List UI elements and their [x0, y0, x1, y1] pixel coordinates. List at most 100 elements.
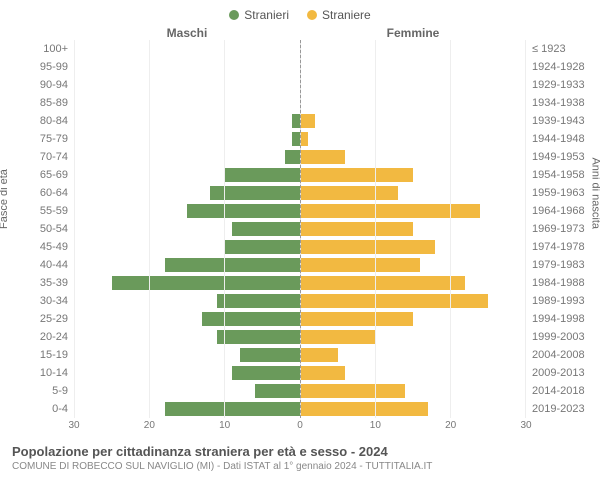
center-divider	[300, 40, 301, 418]
age-band-label: 90-94	[10, 76, 68, 94]
female-bar	[301, 240, 436, 254]
legend: Stranieri Straniere	[10, 8, 590, 22]
male-bar	[255, 384, 300, 398]
birth-year-label: 1969-1973	[532, 220, 590, 238]
chart-title: Popolazione per cittadinanza straniera p…	[12, 444, 588, 459]
male-bar	[240, 348, 300, 362]
x-tick: 10	[219, 420, 230, 431]
male-bar	[232, 366, 299, 380]
female-bar	[301, 150, 346, 164]
birth-year-label: 1944-1948	[532, 130, 590, 148]
female-bar	[301, 348, 338, 362]
header-female: Femmine	[300, 26, 526, 40]
female-bar	[301, 222, 413, 236]
birth-year-label: 2004-2008	[532, 346, 590, 364]
birth-year-label: 1924-1928	[532, 58, 590, 76]
female-bar	[301, 312, 413, 326]
birth-year-label: 1999-2003	[532, 328, 590, 346]
x-tick: 10	[370, 420, 381, 431]
chart-subtitle: COMUNE DI ROBECCO SUL NAVIGLIO (MI) - Da…	[12, 461, 588, 472]
female-half	[300, 40, 527, 418]
age-band-label: 40-44	[10, 256, 68, 274]
birth-year-label: ≤ 1923	[532, 40, 590, 58]
y-axis-label-left: Fasce di età	[0, 169, 10, 229]
male-bar	[165, 402, 300, 416]
female-bar	[301, 366, 346, 380]
age-band-label: 60-64	[10, 184, 68, 202]
male-bar	[225, 240, 300, 254]
birth-year-label: 1964-1968	[532, 202, 590, 220]
age-band-label: 30-34	[10, 292, 68, 310]
birth-year-label: 1934-1938	[532, 94, 590, 112]
male-bar	[285, 150, 300, 164]
age-band-label: 50-54	[10, 220, 68, 238]
y-axis-label-right: Anni di nascita	[590, 157, 600, 229]
female-bar	[301, 294, 488, 308]
age-band-label: 75-79	[10, 130, 68, 148]
plot	[74, 40, 526, 418]
age-band-label: 65-69	[10, 166, 68, 184]
x-axis-right: 102030	[300, 420, 526, 434]
age-band-label: 55-59	[10, 202, 68, 220]
birth-year-label: 1979-1983	[532, 256, 590, 274]
x-tick: 30	[520, 420, 531, 431]
male-bar	[217, 294, 299, 308]
male-bar	[292, 132, 299, 146]
male-bar	[165, 258, 300, 272]
birth-year-label: 1929-1933	[532, 76, 590, 94]
age-band-label: 80-84	[10, 112, 68, 130]
birth-year-label: 2009-2013	[532, 364, 590, 382]
legend-label-male: Stranieri	[244, 8, 289, 22]
age-band-label: 85-89	[10, 94, 68, 112]
age-band-label: 35-39	[10, 274, 68, 292]
male-bar	[217, 330, 299, 344]
female-bar	[301, 330, 376, 344]
birth-year-label: 1989-1993	[532, 292, 590, 310]
male-bar	[202, 312, 299, 326]
male-half	[74, 40, 300, 418]
male-bar	[187, 204, 299, 218]
female-bar	[301, 204, 481, 218]
male-bar	[225, 168, 300, 182]
legend-swatch-female	[307, 10, 317, 20]
female-bar	[301, 402, 428, 416]
birth-year-label: 1954-1958	[532, 166, 590, 184]
chart-footer: Popolazione per cittadinanza straniera p…	[10, 434, 590, 472]
x-axis-left: 0102030	[74, 420, 300, 434]
birth-year-label: 1949-1953	[532, 148, 590, 166]
male-bar	[112, 276, 299, 290]
legend-item-female: Straniere	[307, 8, 371, 22]
age-band-label: 20-24	[10, 328, 68, 346]
x-tick: 20	[445, 420, 456, 431]
age-band-label: 10-14	[10, 364, 68, 382]
birth-year-label: 2014-2018	[532, 382, 590, 400]
birth-year-labels: ≤ 19231924-19281929-19331934-19381939-19…	[526, 40, 590, 418]
birth-year-label: 1984-1988	[532, 274, 590, 292]
birth-year-label: 2019-2023	[532, 400, 590, 418]
age-band-label: 45-49	[10, 238, 68, 256]
female-bar	[301, 168, 413, 182]
male-bar	[292, 114, 299, 128]
birth-year-label: 1974-1978	[532, 238, 590, 256]
legend-swatch-male	[229, 10, 239, 20]
female-bar	[301, 384, 406, 398]
age-band-label: 70-74	[10, 148, 68, 166]
female-bar	[301, 114, 316, 128]
birth-year-label: 1994-1998	[532, 310, 590, 328]
x-tick: 30	[68, 420, 79, 431]
population-pyramid-chart: Stranieri Straniere Maschi Femmine Fasce…	[0, 0, 600, 500]
age-band-labels: 100+95-9990-9485-8980-8475-7970-7465-696…	[10, 40, 74, 418]
birth-year-label: 1939-1943	[532, 112, 590, 130]
legend-item-male: Stranieri	[229, 8, 289, 22]
column-headers: Maschi Femmine	[10, 26, 590, 40]
age-band-label: 25-29	[10, 310, 68, 328]
birth-year-label: 1959-1963	[532, 184, 590, 202]
female-bar	[301, 186, 398, 200]
age-band-label: 95-99	[10, 58, 68, 76]
legend-label-female: Straniere	[322, 8, 371, 22]
x-axis: 0102030 10 20 30	[10, 420, 590, 434]
header-male: Maschi	[74, 26, 300, 40]
male-bar	[232, 222, 299, 236]
female-bar	[301, 132, 308, 146]
age-band-label: 5-9	[10, 382, 68, 400]
